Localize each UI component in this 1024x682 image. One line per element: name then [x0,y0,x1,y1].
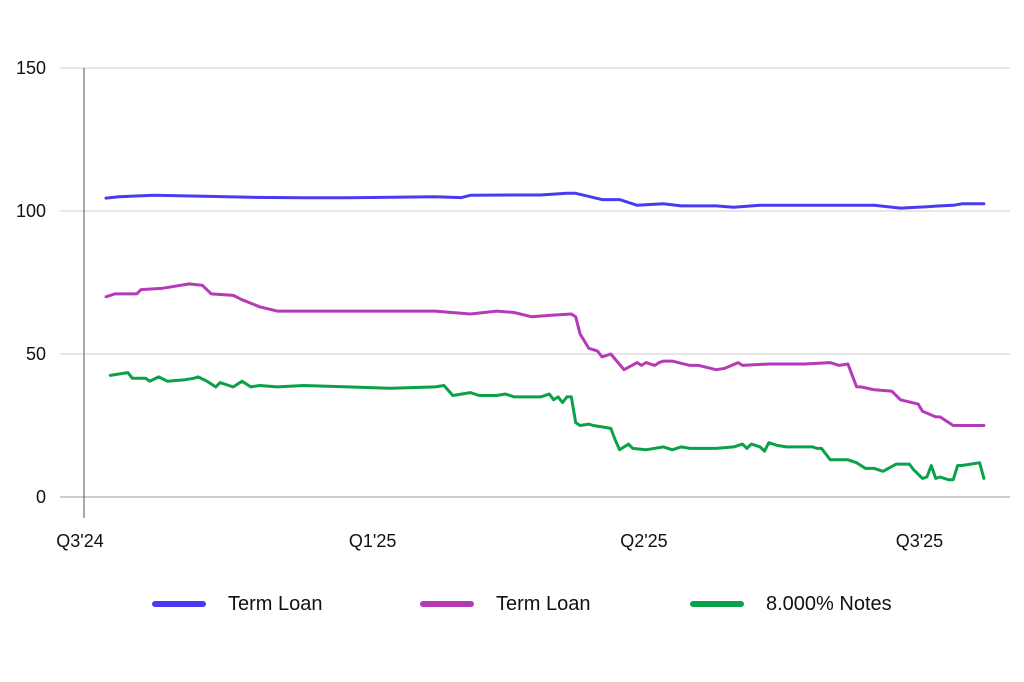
legend-label: 8.000% Notes [766,592,892,615]
y-tick-label: 50 [26,344,46,364]
y-tick-labels: 0 50 100 150 [16,58,46,507]
legend-label: Term Loan [496,592,591,615]
series-line-1 [104,282,986,427]
x-tick-labels: Q3'24 Q1'25 Q2'25 Q3'25 [56,531,943,551]
legend-item-notes-green: 8.000% Notes [690,586,892,622]
series-lines [104,191,986,482]
series-line-2 [108,371,986,482]
legend-swatch-blue [152,601,206,607]
gridlines [60,67,1010,498]
legend-swatch-magenta [420,601,474,607]
series-line-0 [104,191,986,210]
legend-item-term-loan-blue: Term Loan [152,586,323,622]
legend-label: Term Loan [228,592,323,615]
legend: Term Loan Term Loan 8.000% Notes [0,586,1024,622]
y-tick-label: 150 [16,58,46,78]
x-tick-label: Q2'25 [620,531,667,551]
y-tick-label: 100 [16,201,46,221]
x-tick-label: Q3'24 [56,531,103,551]
y-tick-label: 0 [36,487,46,507]
legend-swatch-green [690,601,744,607]
x-tick-label: Q1'25 [349,531,396,551]
x-tick-label: Q3'25 [896,531,943,551]
legend-item-term-loan-magenta: Term Loan [420,586,591,622]
